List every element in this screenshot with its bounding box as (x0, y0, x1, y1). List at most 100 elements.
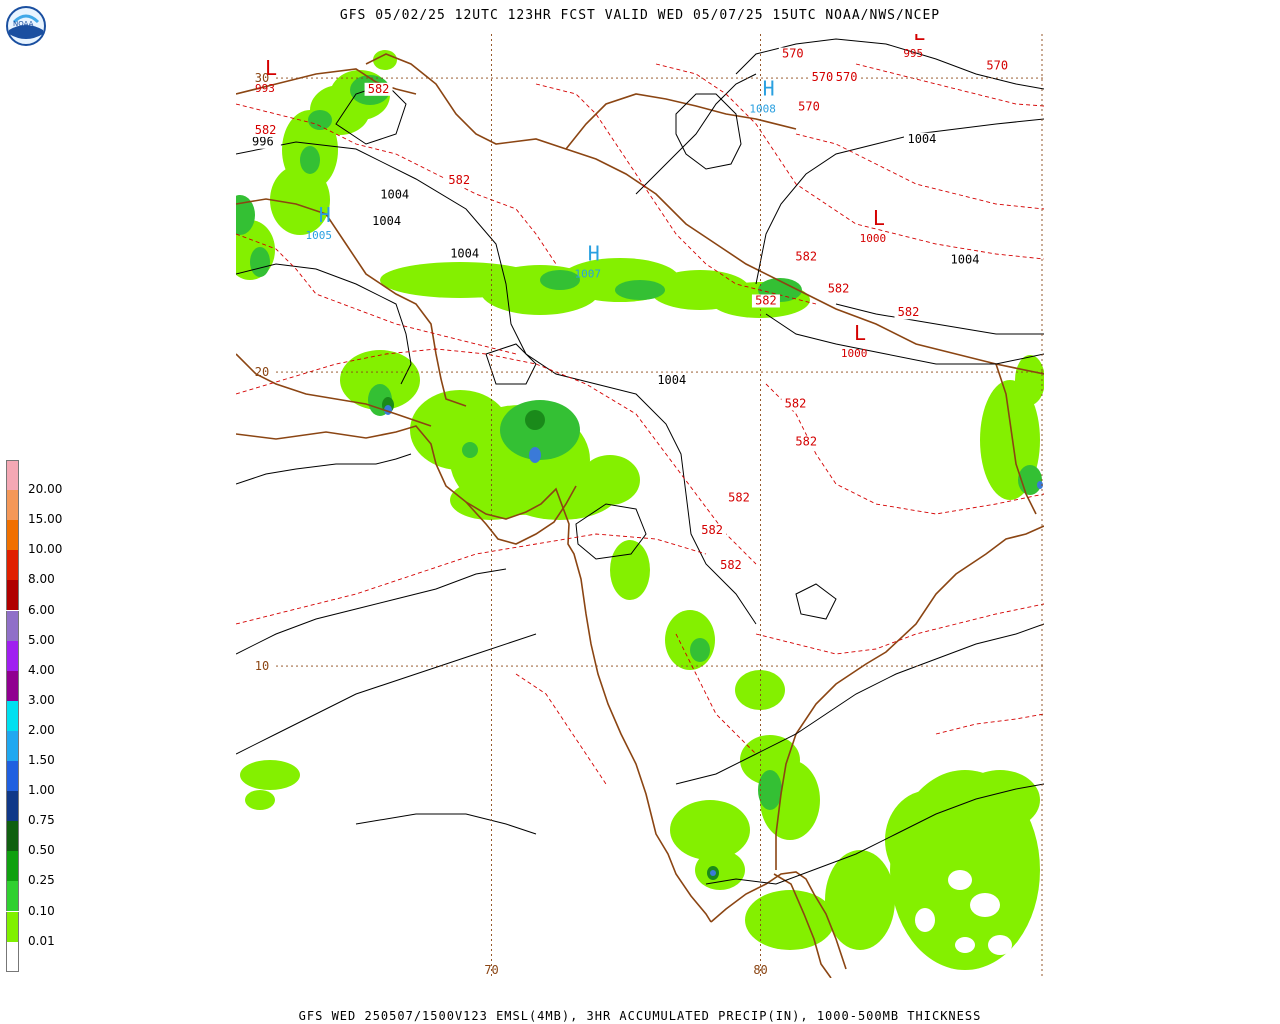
isobar (335, 83, 407, 145)
legend-swatch (6, 610, 19, 641)
thickness-label: 582 (898, 305, 920, 319)
precip-area (825, 850, 895, 950)
chart-caption: GFS WED 250507/1500V123 EMSL(4MB), 3HR A… (298, 1009, 982, 1023)
legend-swatch (6, 851, 19, 882)
label-halo (251, 123, 280, 137)
coastline (236, 353, 432, 427)
thickness-label: 582 (255, 123, 277, 137)
legend-swatch (6, 520, 19, 551)
precip-area (300, 146, 320, 174)
coastline (236, 68, 417, 95)
legend-label: 20.00 (28, 482, 63, 497)
isobar (675, 623, 1044, 785)
isobar (705, 783, 1044, 885)
legend-swatch (6, 670, 19, 701)
low-pressure-value: 1000 (841, 347, 868, 360)
isobar-label: 1004 (380, 188, 409, 202)
label-halo (778, 47, 807, 61)
thickness-label: 570 (812, 70, 834, 84)
legend-label: 0.01 (28, 933, 55, 948)
label-halo (698, 523, 727, 537)
weather-map: 3020107080100410041004100499610121004996… (236, 34, 1044, 978)
latitude-label: 20 (255, 365, 269, 379)
isobar (795, 583, 837, 620)
label-halo (794, 100, 823, 114)
label-halo (792, 250, 821, 264)
precip-area (462, 442, 478, 458)
low-pressure-marker: L (265, 56, 277, 80)
isobar (755, 118, 1044, 285)
label-halo (446, 247, 483, 261)
legend-swatch (6, 490, 19, 521)
precip-area (960, 770, 1040, 830)
precip-gap (915, 908, 935, 932)
label-halo (364, 82, 393, 96)
isobar (236, 633, 537, 755)
label-halo (244, 135, 281, 149)
thickness-label: 570 (986, 58, 1008, 72)
precip-area (885, 790, 975, 890)
thickness-contour (655, 63, 1044, 260)
precip-area (1015, 355, 1044, 405)
legend-label: 10.00 (28, 542, 63, 557)
thickness-contour (855, 63, 1044, 107)
high-pressure-marker: H (763, 77, 775, 101)
high-pressure-marker: H (319, 203, 331, 227)
noaa-logo-text: NOAA (13, 20, 34, 28)
isobar-label: 996 (252, 135, 274, 149)
low-pressure-marker: L (873, 206, 885, 230)
legend-label: 0.10 (28, 903, 55, 918)
coastline (236, 425, 712, 923)
legend-label: 8.00 (28, 572, 55, 587)
precip-area (670, 800, 750, 860)
thickness-label: 582 (795, 249, 817, 263)
label-halo (725, 491, 754, 505)
coastline (465, 485, 577, 545)
precip-area (540, 270, 580, 290)
thickness-contour (795, 133, 1044, 210)
precip-area (450, 480, 530, 520)
coastline (236, 198, 467, 407)
precip-area (690, 638, 710, 662)
legend-label: 6.00 (28, 602, 55, 617)
thickness-contour (236, 103, 557, 265)
coastline (773, 873, 832, 978)
isobar-label: 1004 (657, 373, 686, 387)
isobar (236, 568, 507, 655)
isobar (765, 313, 1044, 365)
graticule-layer (276, 34, 1044, 978)
legend-swatch (6, 640, 19, 671)
isobar-label: 1004 (450, 246, 479, 260)
thickness-label: 582 (755, 293, 777, 307)
precip-area (236, 195, 255, 235)
precip-gap (948, 870, 972, 890)
thickness-label: 570 (836, 70, 858, 84)
label-halo (792, 435, 821, 449)
latitude-label: 10 (255, 659, 269, 673)
label-layer: 3020107080100410041004100499610121004996… (244, 34, 1012, 977)
high-pressure-marker: H (588, 241, 600, 265)
legend-swatch (6, 761, 19, 792)
label-halo (368, 215, 405, 229)
thickness-contour (236, 233, 517, 355)
precip-area (373, 50, 397, 70)
label-halo (445, 173, 474, 187)
noaa-logo (6, 6, 46, 46)
label-halo (808, 71, 837, 85)
isobar (675, 93, 742, 170)
coastline (565, 93, 797, 150)
low-pressure-value: 995 (903, 47, 923, 60)
legend-swatch (6, 730, 19, 761)
precip-area (340, 350, 420, 410)
isobar (635, 73, 757, 195)
legend-swatch (6, 550, 19, 581)
thickness-label: 582 (828, 282, 850, 296)
longitude-label: 80 (753, 963, 767, 977)
label-halo (903, 132, 940, 146)
label-halo (832, 71, 861, 85)
precip-area (745, 890, 835, 950)
legend-swatch (6, 580, 19, 611)
isobar (236, 263, 412, 385)
thickness-label: 582 (368, 82, 390, 96)
label-halo (983, 59, 1012, 73)
